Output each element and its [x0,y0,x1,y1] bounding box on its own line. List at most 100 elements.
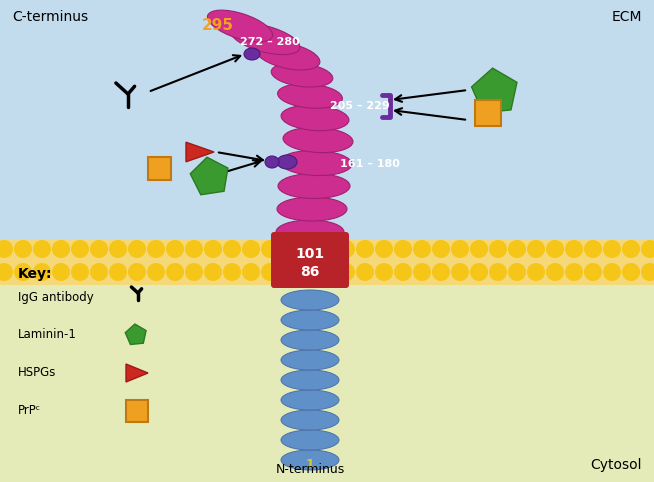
Ellipse shape [280,150,352,175]
Text: IgG antibody: IgG antibody [18,291,94,304]
Text: C-terminus: C-terminus [12,10,88,24]
Circle shape [280,240,298,258]
Circle shape [261,263,279,281]
Text: 205 – 229: 205 – 229 [330,101,390,111]
Circle shape [128,240,146,258]
Circle shape [470,263,488,281]
Text: ECM: ECM [611,10,642,24]
Ellipse shape [256,42,320,70]
Circle shape [128,263,146,281]
Circle shape [641,240,654,258]
Circle shape [52,263,70,281]
Polygon shape [126,324,146,345]
Circle shape [33,240,51,258]
Ellipse shape [265,156,279,168]
Ellipse shape [244,48,260,60]
Text: HSPGs: HSPGs [18,366,56,379]
Circle shape [470,240,488,258]
Circle shape [242,240,260,258]
Circle shape [622,240,640,258]
Circle shape [337,240,355,258]
Circle shape [565,263,583,281]
Ellipse shape [281,310,339,330]
Bar [0,239,654,285]
Ellipse shape [283,127,353,153]
Circle shape [33,263,51,281]
Circle shape [432,240,450,258]
FancyBboxPatch shape [126,400,148,422]
Circle shape [147,240,165,258]
Circle shape [242,263,260,281]
Circle shape [622,263,640,281]
Polygon shape [472,68,517,113]
Text: Cytosol: Cytosol [591,458,642,472]
Text: Key:: Key: [18,267,52,281]
Circle shape [204,240,222,258]
Text: 101: 101 [296,247,324,261]
Circle shape [204,263,222,281]
Circle shape [413,263,431,281]
Circle shape [185,240,203,258]
Ellipse shape [278,174,350,199]
Circle shape [90,240,108,258]
Text: N-terminus: N-terminus [275,463,345,476]
Circle shape [280,263,298,281]
Ellipse shape [207,10,273,42]
FancyBboxPatch shape [271,232,349,288]
Circle shape [14,240,32,258]
Circle shape [90,263,108,281]
Circle shape [603,240,621,258]
Ellipse shape [277,84,343,108]
Circle shape [546,263,564,281]
Circle shape [489,263,507,281]
Circle shape [356,263,374,281]
Circle shape [223,263,241,281]
Bar [0,0,654,262]
Circle shape [109,263,127,281]
Circle shape [394,263,412,281]
Circle shape [451,263,469,281]
Ellipse shape [281,105,349,131]
Circle shape [299,263,317,281]
Circle shape [584,263,602,281]
Circle shape [109,240,127,258]
Circle shape [337,263,355,281]
Ellipse shape [281,350,339,370]
Circle shape [546,240,564,258]
Ellipse shape [281,410,339,430]
Circle shape [375,263,393,281]
Circle shape [432,263,450,281]
Circle shape [508,263,526,281]
Circle shape [584,240,602,258]
Circle shape [223,240,241,258]
Circle shape [527,263,545,281]
FancyBboxPatch shape [475,100,501,126]
Circle shape [527,240,545,258]
Circle shape [166,263,184,281]
Circle shape [299,240,317,258]
Ellipse shape [281,450,339,470]
Text: 295: 295 [202,18,234,34]
Circle shape [71,263,89,281]
Circle shape [641,263,654,281]
Circle shape [185,263,203,281]
Ellipse shape [230,23,300,54]
Circle shape [318,240,336,258]
Circle shape [71,240,89,258]
Circle shape [394,240,412,258]
Ellipse shape [281,390,339,410]
Ellipse shape [276,220,344,244]
Ellipse shape [281,430,339,450]
Ellipse shape [277,155,297,169]
Text: 1: 1 [305,457,315,470]
Text: 272 – 280: 272 – 280 [240,37,300,47]
Circle shape [508,240,526,258]
Circle shape [166,240,184,258]
Circle shape [451,240,469,258]
Circle shape [52,240,70,258]
Circle shape [565,240,583,258]
Circle shape [261,240,279,258]
Circle shape [0,263,13,281]
Ellipse shape [277,197,347,221]
Text: 161 – 180: 161 – 180 [340,159,400,169]
